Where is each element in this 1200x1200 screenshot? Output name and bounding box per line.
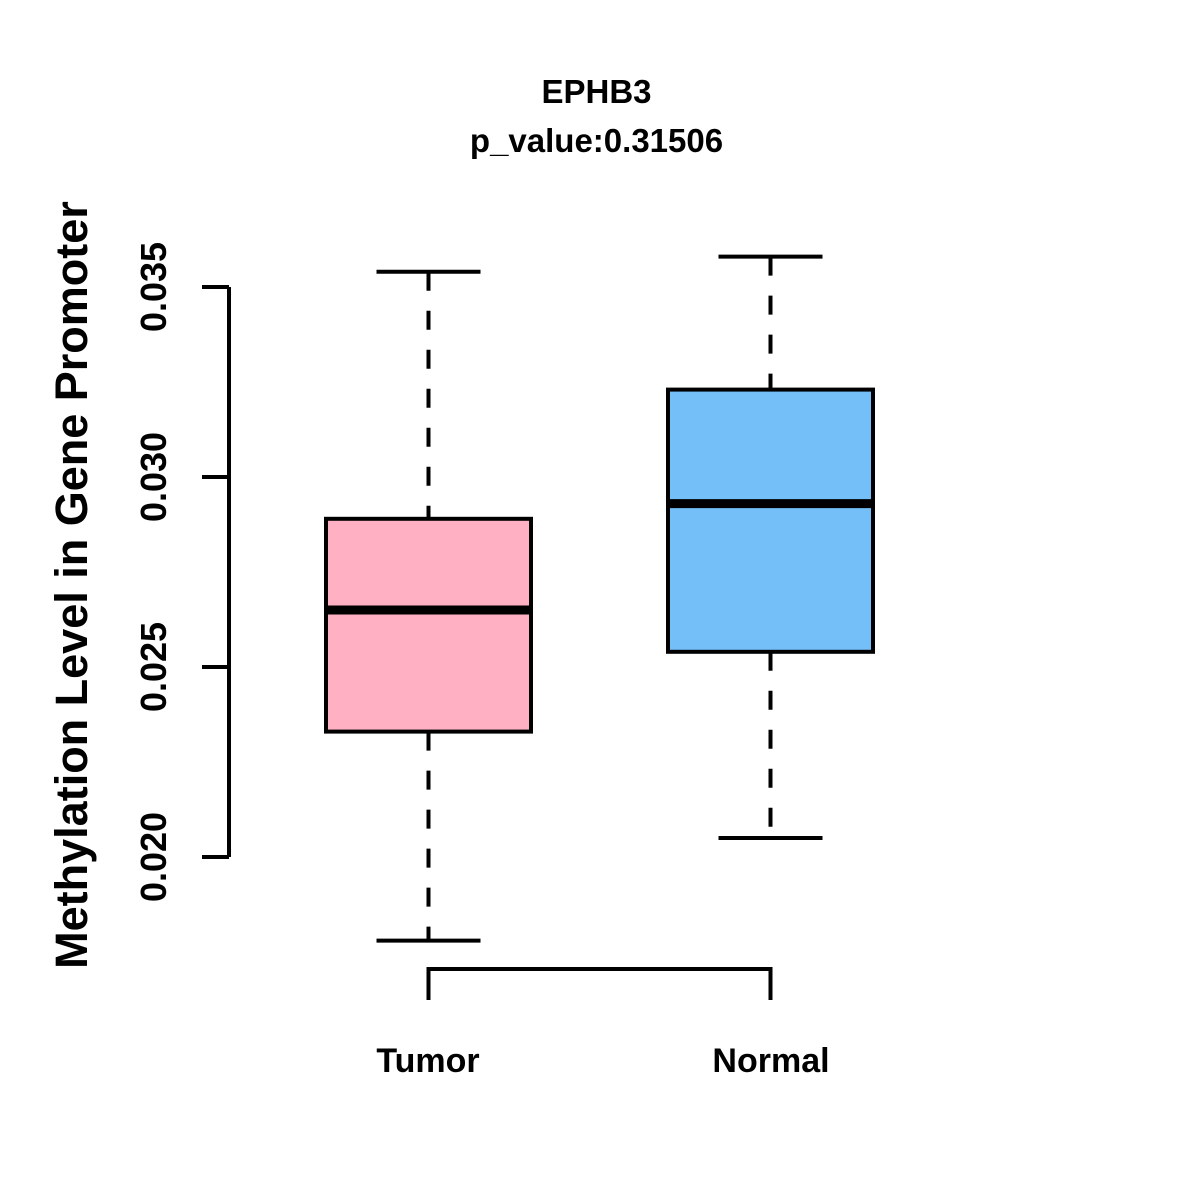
x-axis-bracket — [426, 967, 773, 1000]
box-group-normal — [666, 254, 875, 840]
box-series — [324, 254, 875, 943]
chart-title-block: EPHB3 p_value:0.31506 — [228, 67, 965, 165]
x-axis-bracket-path — [426, 967, 773, 1000]
y-tick-label: 0.035 — [133, 242, 174, 332]
x-label-tumor: Tumor — [376, 1042, 480, 1080]
iqr-box — [324, 516, 533, 734]
chart-subtitle: p_value:0.31506 — [469, 122, 724, 159]
box-group-tumor — [324, 269, 533, 943]
y-tick-label: 0.030 — [133, 432, 174, 522]
y-axis: 0.020 0.025 0.030 0.035 — [133, 242, 231, 902]
x-label-normal: Normal — [712, 1042, 830, 1080]
y-tick-label: 0.020 — [133, 812, 174, 902]
chart-title: EPHB3 — [541, 73, 652, 110]
iqr-box — [666, 387, 875, 654]
y-tick-label: 0.025 — [133, 622, 174, 712]
